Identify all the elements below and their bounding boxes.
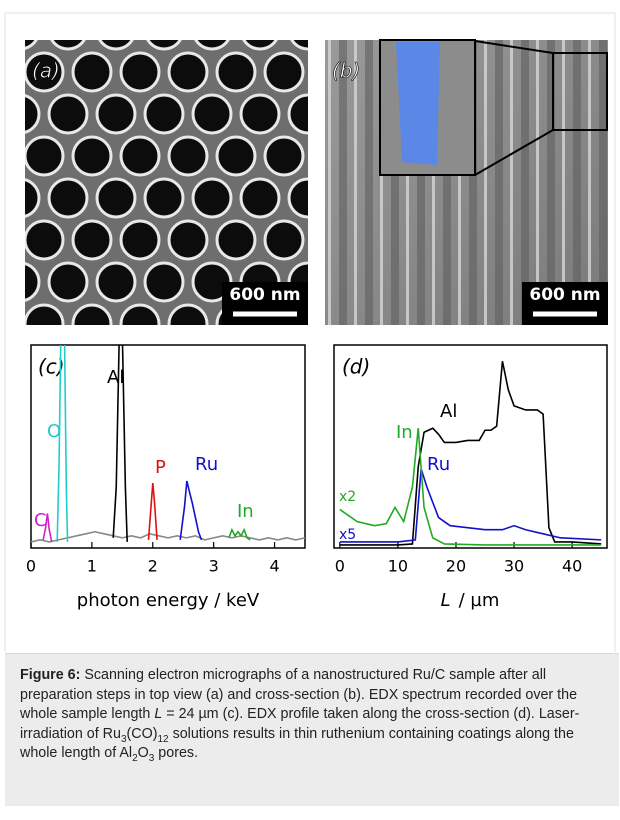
- series-label: C: [34, 510, 47, 531]
- x-tick-label: 2: [148, 557, 158, 576]
- caption-text: pores.: [154, 745, 198, 761]
- scale-bar-label: 600 nm: [229, 285, 300, 305]
- caption-text: 12: [157, 733, 168, 744]
- caption: Figure 6: Scanning electron micrographs …: [5, 653, 619, 806]
- figure: (a) 600 nm (b) 600 nm photon energy / ke…: [0, 0, 620, 652]
- page: (a) 600 nm (b) 600 nm photon energy / ke…: [0, 0, 620, 820]
- x-tick-label: 10: [388, 557, 408, 576]
- data-line: [340, 361, 601, 545]
- caption-text: Figure 6:: [20, 667, 80, 683]
- x-axis-unit: / µm: [459, 590, 500, 611]
- plot-area: [340, 361, 601, 545]
- series-label: Ru: [427, 454, 450, 475]
- scale-label: x2: [339, 489, 356, 505]
- plot-frame: [31, 345, 305, 548]
- x-axis-label: L / µm: [441, 590, 500, 611]
- plot-frame: [334, 345, 607, 548]
- x-tick-label: 4: [269, 557, 279, 576]
- sem-image-a: [25, 40, 308, 325]
- x-tick-label: 0: [335, 557, 345, 576]
- series-label: O: [47, 421, 61, 442]
- x-axis-label: photon energy / keV: [77, 590, 260, 611]
- data-line: [180, 481, 201, 540]
- series-label: P: [155, 457, 166, 478]
- caption-text: (CO): [127, 726, 158, 742]
- x-tick-label: 1: [87, 557, 97, 576]
- series-label: Ru: [195, 454, 218, 475]
- data-line: [113, 335, 127, 542]
- x-tick-label: 3: [209, 557, 219, 576]
- data-line: [149, 483, 158, 540]
- panel-label: (b): [332, 59, 360, 83]
- series-label: In: [237, 501, 254, 522]
- scale-label: x5: [339, 527, 356, 543]
- plot-area: [31, 335, 305, 542]
- panel-label: (a): [32, 59, 60, 83]
- series-label: Al: [107, 367, 124, 388]
- caption-text: O: [138, 745, 149, 761]
- x-tick-label: 40: [562, 557, 582, 576]
- series-label: In: [396, 422, 413, 443]
- x-tick-label: 0: [26, 557, 36, 576]
- scale-bar-label: 600 nm: [529, 285, 600, 305]
- x-axis-symbol: L: [441, 590, 451, 611]
- data-line: [340, 469, 601, 542]
- panel-label: (d): [342, 355, 370, 379]
- x-tick-label: 20: [446, 557, 466, 576]
- data-line: [31, 532, 305, 542]
- sem-image-b: [325, 40, 608, 325]
- x-tick-label: 30: [504, 557, 524, 576]
- series-label: Al: [440, 401, 457, 422]
